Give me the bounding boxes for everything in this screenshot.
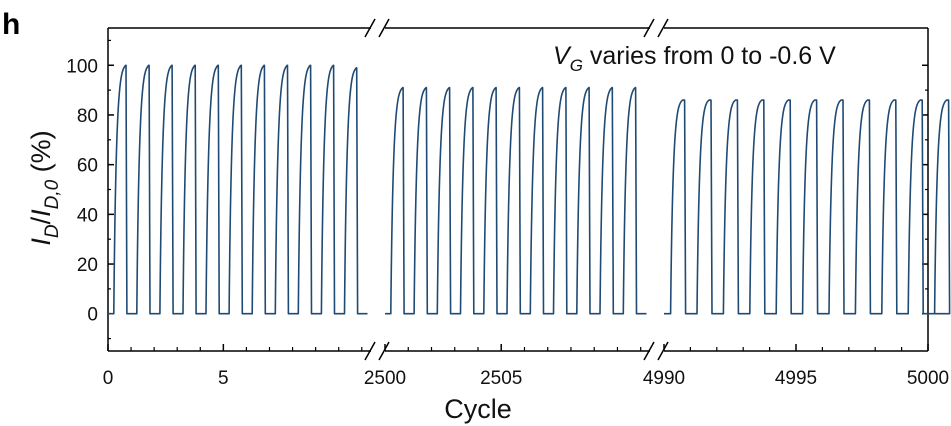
annotation-var: V <box>553 42 572 70</box>
axis-break-mark-0-0-0 <box>364 18 376 38</box>
x-tick-label: 4995 <box>775 368 817 389</box>
series-trace-segment-2 <box>664 99 951 315</box>
x-axis-title: Cycle <box>444 394 512 424</box>
y-axis-title-sub1: D <box>42 224 63 238</box>
annotation-text: varies from 0 to -0.6 V <box>583 42 836 70</box>
x-tick-label: 5 <box>218 368 229 389</box>
y-tick-label: 20 <box>77 255 98 276</box>
axis-break-mark-0-0-1 <box>378 18 390 38</box>
y-tick-label: 80 <box>77 106 98 127</box>
y-axis-title-unit: (%) <box>26 130 56 180</box>
y-axis-title-i2: I <box>26 209 56 217</box>
y-tick-label: 100 <box>66 56 98 77</box>
series-trace-segment-0 <box>108 64 368 315</box>
y-tick-label: 40 <box>77 205 98 226</box>
x-tick-label: 0 <box>103 368 114 389</box>
annotation: VG varies from 0 to -0.6 V <box>553 42 836 75</box>
axis-break-mark-0-1-0 <box>364 341 376 361</box>
axis-break-mark-0-1-1 <box>378 341 390 361</box>
annotation-sub: G <box>570 56 583 75</box>
y-axis-title-slash: / <box>26 216 56 224</box>
axis-break-mark-1-0-0 <box>643 18 655 38</box>
axis-break-mark-1-1-0 <box>643 341 655 361</box>
plot-area: 0 20 40 60 80 100 0 5 2500 2505 4990 4995 5000 <box>66 18 951 389</box>
axis-break-mark-1-1-1 <box>657 341 669 361</box>
x-tick-label: 5000 <box>907 368 949 389</box>
y-tick-label: 0 <box>87 305 98 326</box>
y-axis-title-i1: I <box>26 238 56 246</box>
series-trace-segment-1 <box>385 86 647 315</box>
y-tick-label: 60 <box>77 156 98 177</box>
axis-break-mark-1-0-1 <box>657 18 669 38</box>
y-axis-title: ID/ID,0 (%) <box>26 130 63 245</box>
y-axis-title-sub2: D,0 <box>42 179 63 209</box>
x-tick-label: 2505 <box>480 368 522 389</box>
x-tick-label: 4990 <box>643 368 685 389</box>
x-tick-label: 2500 <box>364 368 406 389</box>
panel-label: h <box>2 8 20 41</box>
